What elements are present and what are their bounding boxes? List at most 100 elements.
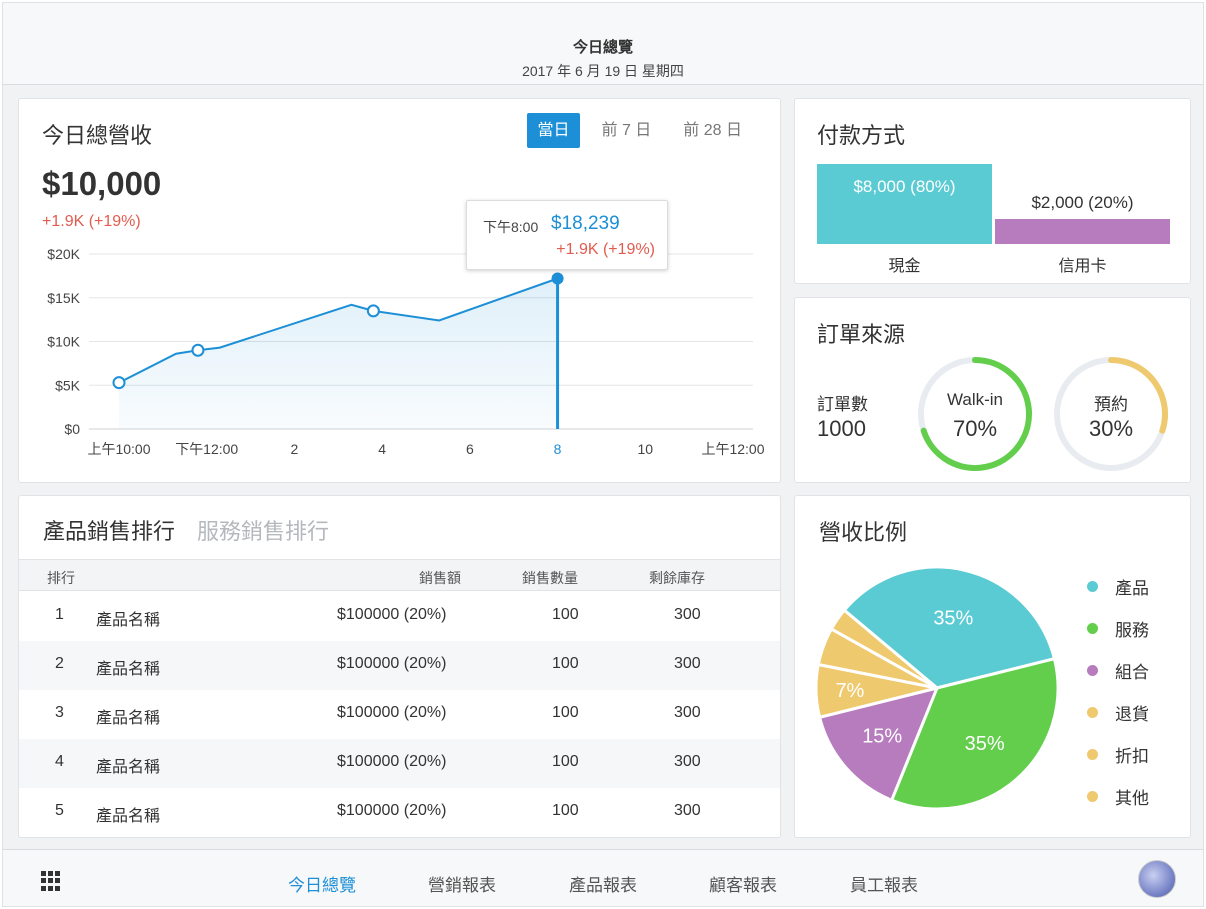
booking-donut [1054,357,1168,471]
series-area [119,278,558,429]
col-rank[interactable]: 排行 [47,570,75,586]
table-row[interactable]: 5 產品名稱 $100000 (20%) 100 300 [19,788,780,837]
pie-label-3: 7% [835,680,864,702]
data-point [366,304,380,318]
legend-label: 折扣 [1115,747,1149,766]
selected-point [551,272,564,285]
legend-label: 其他 [1115,789,1149,808]
payment-bar-0 [817,164,992,244]
tooltip-value: $18,239 [551,213,620,234]
legend-item: 組合 [1087,658,1149,683]
pie-slice-5 [829,608,938,690]
cell-name: 產品名稱 [96,710,161,727]
payment-value-0: $8,000 (80%) [853,177,955,196]
cell-sales: $100000 (20%) [337,753,447,770]
pie-label-0: 35% [933,607,973,629]
walkin-donut [918,357,1032,471]
pie-slice-0 [842,565,1057,690]
orders-title: 訂單來源 [817,322,906,347]
cell-name: 產品名稱 [96,612,161,629]
cell-qty: 100 [552,655,579,672]
table-row[interactable]: 4 產品名稱 $100000 (20%) 100 300 [19,739,780,788]
cell-sales: $100000 (20%) [337,704,447,721]
top-header: 今日總覽 2017 年 6 月 19 日 星期四 [3,3,1203,85]
x-tick-label: 6 [466,441,474,457]
col-sales[interactable]: 銷售額 [419,570,461,586]
donut-arc [920,357,1032,471]
orders-count: 1000 [817,416,866,441]
x-tick-label: 10 [637,441,653,457]
walkin-pct: 70% [952,416,998,441]
y-tick-label: $5K [55,377,81,393]
cell-qty: 100 [552,704,579,721]
cell-sales: $100000 (20%) [337,606,447,623]
legend-dot [1087,665,1098,676]
payment-value-1: $2,000 (20%) [1031,193,1133,212]
table-row[interactable]: 3 產品名稱 $100000 (20%) 100 300 [19,690,780,739]
payment-bar-1 [995,219,1170,244]
order-source-card: 訂單來源 訂單數 1000 Walk-in 70% 預約 30% [794,297,1191,483]
cell-sales: $100000 (20%) [337,655,447,672]
payment-method-card: 付款方式 $8,000 (80%) 現金 $2,000 (20%) 信用卡 [794,98,1191,284]
revenue-card: 今日總營收 當日 前 7 日 前 28 日 $10,000 +1.9K (+19… [18,98,781,483]
revenue-line-chart[interactable]: $0 $5K $10K $15K $20K 上午10:00 下午12:00 2 4 6 8 10 上午1… [19,99,780,482]
x-tick-label: 8 [554,441,562,457]
nav-customer-report[interactable]: 顧客報表 [709,876,777,895]
cell-stock: 300 [674,655,701,672]
orders-count-label: 訂單數 [817,395,868,414]
revenue-delta: +1.9K (+19%) [42,213,141,230]
nav-marketing-report[interactable]: 營銷報表 [428,876,496,895]
nav-today-overview[interactable]: 今日總覽 [288,876,356,895]
revenue-title: 今日總營收 [42,123,153,148]
y-tick-label: $0 [64,421,80,437]
tab-service-ranking[interactable]: 服務銷售排行 [197,519,330,544]
cell-stock: 300 [674,753,701,770]
cell-name: 產品名稱 [96,808,161,825]
cell-name: 產品名稱 [96,661,161,678]
bottom-nav: 今日總覽 營銷報表 產品報表 顧客報表 員工報表 [3,849,1203,906]
ratio-title: 營收比例 [819,520,908,545]
range-tabs: 當日 前 7 日 前 28 日 [515,113,752,148]
nav-product-report[interactable]: 產品報表 [569,876,637,895]
tab-today[interactable]: 當日 [527,113,580,148]
legend-item: 服務 [1087,616,1149,641]
col-stock[interactable]: 剩餘庫存 [649,570,705,586]
legend-dot [1087,581,1098,592]
tab-28-days[interactable]: 前 28 日 [683,122,742,139]
cell-name: 產品名稱 [96,759,161,776]
legend-dot [1087,623,1098,634]
x-tick-label: 上午10:00 [87,441,150,457]
cell-stock: 300 [674,606,701,623]
y-tick-label: $15K [47,290,80,306]
donut-arc [1108,357,1168,434]
tab-product-ranking[interactable]: 產品銷售排行 [43,519,176,544]
cell-rank: 3 [55,704,64,721]
user-avatar[interactable] [1138,860,1176,898]
data-point [191,343,205,357]
cell-qty: 100 [552,802,579,819]
cell-stock: 300 [674,802,701,819]
sales-ranking-card: 產品銷售排行 服務銷售排行 排行 銷售額 銷售數量 剩餘庫存 1 產品名稱 $100… [18,495,781,838]
nav-staff-report[interactable]: 員工報表 [850,876,918,895]
x-tick-label: 4 [378,441,386,457]
cell-rank: 2 [55,655,64,672]
table-row[interactable]: 2 產品名稱 $100000 (20%) 100 300 [19,641,780,690]
legend-dot [1087,749,1098,760]
chart-tooltip: 下午8:00 $18,239 +1.9K (+19%) [466,200,668,270]
apps-grid-icon[interactable] [41,871,61,891]
legend-label: 組合 [1115,663,1149,682]
tab-7-days[interactable]: 前 7 日 [601,122,652,139]
col-quantity[interactable]: 銷售數量 [522,570,578,586]
ranking-tabs: 產品銷售排行 服務銷售排行 [43,514,351,546]
payment-label-0: 現金 [888,257,920,275]
legend-item: 折扣 [1087,742,1149,767]
x-tick-label: 2 [291,441,299,457]
legend-item: 退貨 [1087,700,1149,725]
revenue-total: $10,000 [42,165,162,202]
revenue-pie-chart: 35% 35% 15% 7% [814,565,1060,811]
payment-title: 付款方式 [817,123,906,148]
payment-bar-chart: $8,000 (80%) 現金 $2,000 (20%) 信用卡 [817,164,1170,275]
cell-rank: 5 [55,802,64,819]
table-row[interactable]: 1 產品名稱 $100000 (20%) 100 300 [19,592,780,641]
